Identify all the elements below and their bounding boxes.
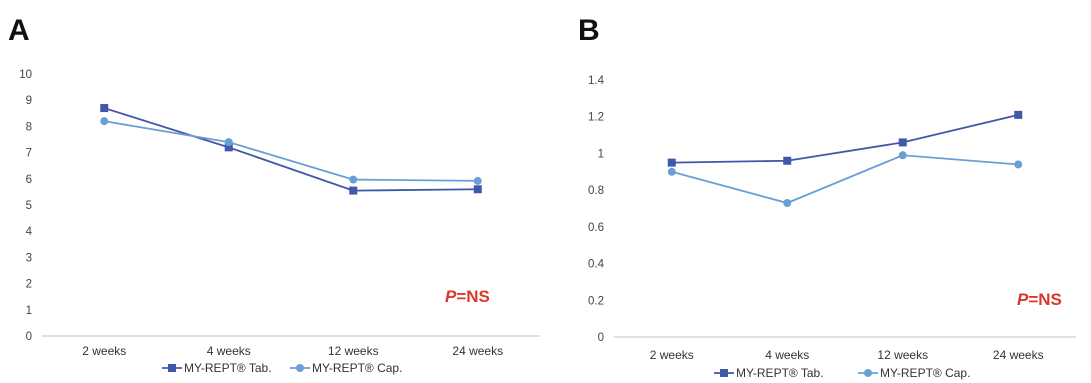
data-point-tab	[898, 138, 907, 147]
y-tick-label: 7	[26, 148, 32, 160]
data-point-tab	[473, 185, 482, 194]
chart-b: 0 0.2 0.4 0.6 0.8 1 1.2 1.4 2 weeks 4 weeks 12 wee…	[588, 75, 1076, 380]
y-tick-label: 2	[26, 279, 32, 291]
y-tick-label: 0.4	[588, 259, 605, 271]
data-point-cap	[898, 151, 907, 160]
y-tick-label: 9	[26, 95, 32, 107]
y-tick-label: 3	[26, 252, 32, 264]
data-point-tab	[349, 186, 358, 195]
y-tick-label: 10	[19, 69, 32, 81]
y-tick-label: 0.6	[588, 222, 604, 234]
legend-label: MY-REPT® Cap.	[312, 361, 402, 375]
data-point-cap	[100, 117, 109, 126]
legend-marker-square	[720, 369, 728, 377]
x-tick-label: 4 weeks	[207, 344, 251, 358]
y-tick-label: 1	[26, 305, 32, 317]
y-tick-label: 8	[26, 121, 32, 133]
series-line-tab	[103, 107, 478, 192]
data-point-cap	[667, 167, 676, 176]
x-tick-label: 2 weeks	[82, 344, 126, 358]
x-tick-label: 12 weeks	[328, 344, 379, 358]
data-point-tab	[100, 104, 109, 113]
data-point-cap	[349, 175, 358, 184]
panel-letter-b: B	[578, 14, 600, 47]
legend-marker-square	[168, 364, 176, 372]
series-line-tab	[671, 114, 1019, 164]
p-value-text-a: =NS	[456, 287, 490, 306]
series-line-cap	[104, 120, 478, 182]
y-tick-label: 1	[598, 148, 604, 160]
legend-label: MY-REPT® Tab.	[736, 366, 824, 380]
legend-marker-circle	[864, 369, 872, 377]
data-point-cap	[1014, 160, 1023, 169]
x-tick-label: 24 weeks	[993, 348, 1044, 362]
y-tick-label: 1.2	[588, 112, 604, 124]
data-point-cap	[473, 176, 482, 185]
data-point-tab	[1014, 110, 1023, 119]
y-tick-label: 1.4	[588, 75, 605, 87]
chart-a: 0 1 2 3 4 5 6 7 8 9 10 2 weeks 4 weeks 12 weeks 24 wee…	[19, 69, 540, 375]
y-tick-label: 0.8	[588, 185, 604, 197]
x-tick-label: 4 weeks	[765, 348, 809, 362]
y-tick-label: 6	[26, 174, 32, 186]
legend-label: MY-REPT® Tab.	[184, 361, 272, 375]
series-line-cap	[671, 154, 1019, 204]
p-value-annotation-b: P=NS	[1017, 290, 1062, 309]
panel-a: A 0 1 2 3 4 5 6 7 8 9 10 2 weeks 4 weeks 12 weeks 24 w…	[8, 14, 540, 375]
x-tick-label: 12 weeks	[877, 348, 928, 362]
data-point-tab	[667, 158, 676, 167]
y-tick-label: 0.2	[588, 295, 604, 307]
data-point-tab	[224, 143, 233, 152]
panel-b: B 0 0.2 0.4 0.6 0.8 1 1.2 1.4 2 weeks 4 weeks 12 w…	[578, 14, 1076, 380]
data-point-tab	[783, 156, 792, 165]
y-tick-label: 4	[26, 226, 33, 238]
y-tick-label: 5	[26, 200, 32, 212]
data-point-cap	[224, 138, 233, 147]
x-tick-label: 2 weeks	[650, 348, 694, 362]
y-tick-label: 0	[26, 331, 32, 343]
legend-label: MY-REPT® Cap.	[880, 366, 970, 380]
p-value-text-b: =NS	[1028, 290, 1062, 309]
data-point-cap	[783, 198, 792, 207]
legend-marker-circle	[296, 364, 304, 372]
panel-letter-a: A	[8, 14, 30, 47]
p-value-letter-b: P	[1017, 290, 1029, 309]
p-value-letter-a: P	[445, 287, 457, 306]
p-value-annotation-a: P=NS	[445, 287, 490, 306]
y-tick-label: 0	[598, 332, 604, 344]
x-tick-label: 24 weeks	[452, 344, 503, 358]
